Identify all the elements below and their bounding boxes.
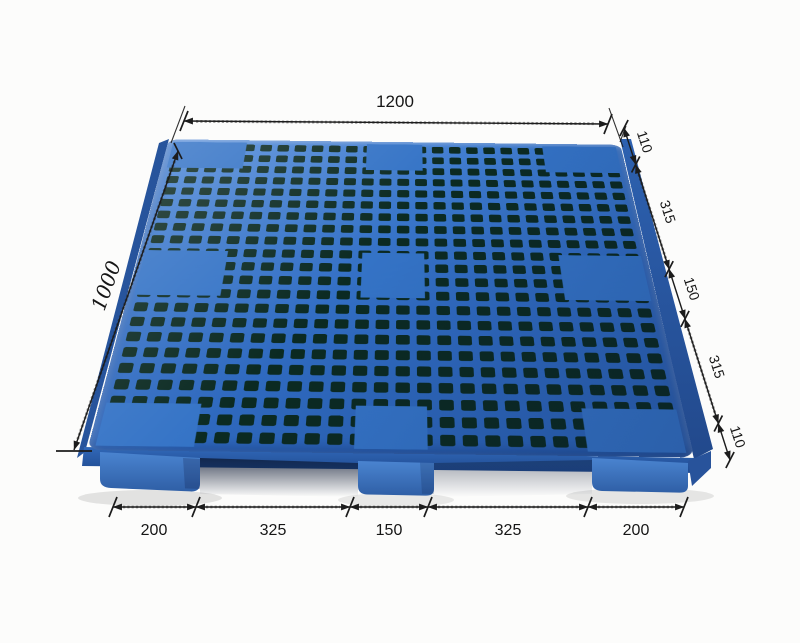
tick-mark bbox=[583, 496, 593, 518]
dimension-label: 150 bbox=[376, 522, 403, 539]
pallet-leg-center-shade bbox=[420, 462, 434, 494]
perforated-field bbox=[95, 141, 687, 453]
pallet-leg-right-side-face bbox=[688, 451, 711, 486]
dimension-line-texture bbox=[195, 120, 597, 126]
tick-mark bbox=[191, 496, 201, 518]
tick-mark bbox=[173, 142, 183, 160]
ground-shadow bbox=[78, 490, 222, 506]
dimension-top-width: 1200 bbox=[170, 92, 624, 148]
tick-mark bbox=[603, 113, 613, 135]
dimension-right-segments: 110 315 150 315 110 bbox=[619, 119, 749, 469]
tick-mark bbox=[679, 496, 689, 518]
deck-leg-patch bbox=[558, 255, 652, 302]
dimension-line bbox=[684, 318, 719, 424]
dimension-line bbox=[668, 268, 686, 320]
dimension-label: 1000 bbox=[86, 257, 126, 313]
dimension-line bbox=[717, 423, 731, 461]
dimension-line bbox=[623, 127, 637, 165]
dimension-label: 315 bbox=[706, 353, 728, 380]
ground-shadow bbox=[338, 493, 454, 507]
pallet-leg-left-shade bbox=[183, 458, 200, 489]
dimension-label: 200 bbox=[141, 522, 168, 539]
pallet-leg-right bbox=[592, 458, 688, 493]
dimension-label: 110 bbox=[634, 129, 656, 155]
extension-line bbox=[170, 105, 186, 144]
dimension-line bbox=[73, 150, 179, 451]
tick-mark bbox=[179, 110, 189, 132]
dimension-line bbox=[635, 164, 670, 270]
tick-mark bbox=[345, 496, 355, 518]
dimension-label: 325 bbox=[495, 522, 522, 539]
tick-mark bbox=[664, 260, 674, 278]
dimension-line-texture bbox=[636, 169, 669, 264]
fork-opening-shadow-left bbox=[200, 458, 358, 497]
dimension-line-texture bbox=[76, 160, 176, 441]
deck-leg-patch bbox=[360, 252, 426, 299]
dimension-label: 110 bbox=[727, 424, 749, 450]
dimension-left-depth: 1000 bbox=[56, 142, 183, 452]
dimension-label: 1200 bbox=[376, 92, 414, 111]
tick-mark bbox=[423, 496, 433, 518]
dimension-label: 150 bbox=[681, 275, 703, 302]
dimension-label: 200 bbox=[623, 522, 650, 539]
tick-mark bbox=[108, 496, 118, 518]
dimension-bottom-segments: 200 325 150 325 200 bbox=[108, 496, 689, 539]
tick-mark bbox=[680, 310, 690, 328]
tick-mark bbox=[725, 451, 735, 469]
dimension-label: 315 bbox=[657, 198, 679, 225]
tick-mark bbox=[619, 119, 629, 137]
pallet-leg-center bbox=[358, 461, 434, 496]
pallet-leg-left bbox=[100, 452, 200, 492]
fork-opening-shadow-right bbox=[434, 460, 592, 497]
deck-leg-patch bbox=[166, 141, 248, 169]
dimension-line-texture bbox=[685, 324, 718, 419]
tick-mark bbox=[713, 415, 724, 432]
dimension-label: 325 bbox=[260, 522, 287, 539]
tick-mark bbox=[630, 156, 641, 173]
dimension-line bbox=[183, 117, 609, 128]
